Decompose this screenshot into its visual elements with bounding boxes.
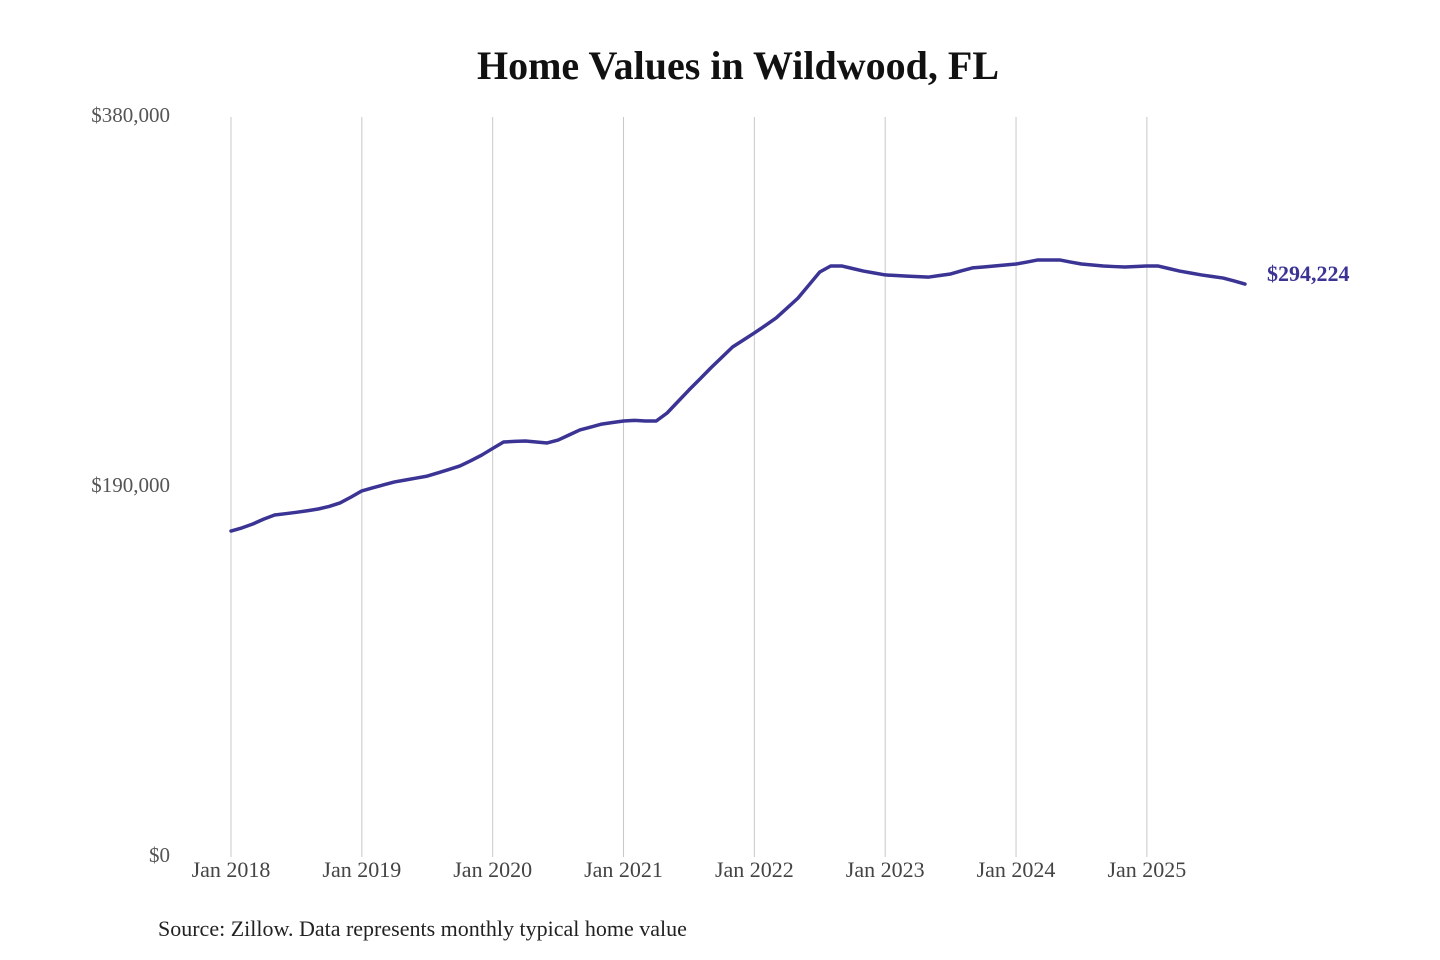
source-note: Source: Zillow. Data represents monthly … bbox=[158, 916, 687, 941]
x-tick-label: Jan 2020 bbox=[453, 857, 532, 882]
x-tick-label: Jan 2024 bbox=[977, 857, 1056, 882]
y-tick-label: $380,000 bbox=[91, 103, 170, 127]
x-tick-label: Jan 2025 bbox=[1107, 857, 1186, 882]
y-tick-label: $0 bbox=[149, 843, 170, 867]
x-tick-label: Jan 2019 bbox=[322, 857, 401, 882]
x-tick-label: Jan 2018 bbox=[192, 857, 271, 882]
x-tick-label: Jan 2021 bbox=[584, 857, 663, 882]
x-tick-label: Jan 2022 bbox=[715, 857, 794, 882]
x-tick-label: Jan 2023 bbox=[846, 857, 925, 882]
data-label: $294,224 bbox=[1267, 261, 1350, 286]
chart-title: Home Values in Wildwood, FL bbox=[477, 43, 999, 88]
line-series bbox=[229, 258, 1247, 533]
y-tick-label: $190,000 bbox=[91, 473, 170, 497]
